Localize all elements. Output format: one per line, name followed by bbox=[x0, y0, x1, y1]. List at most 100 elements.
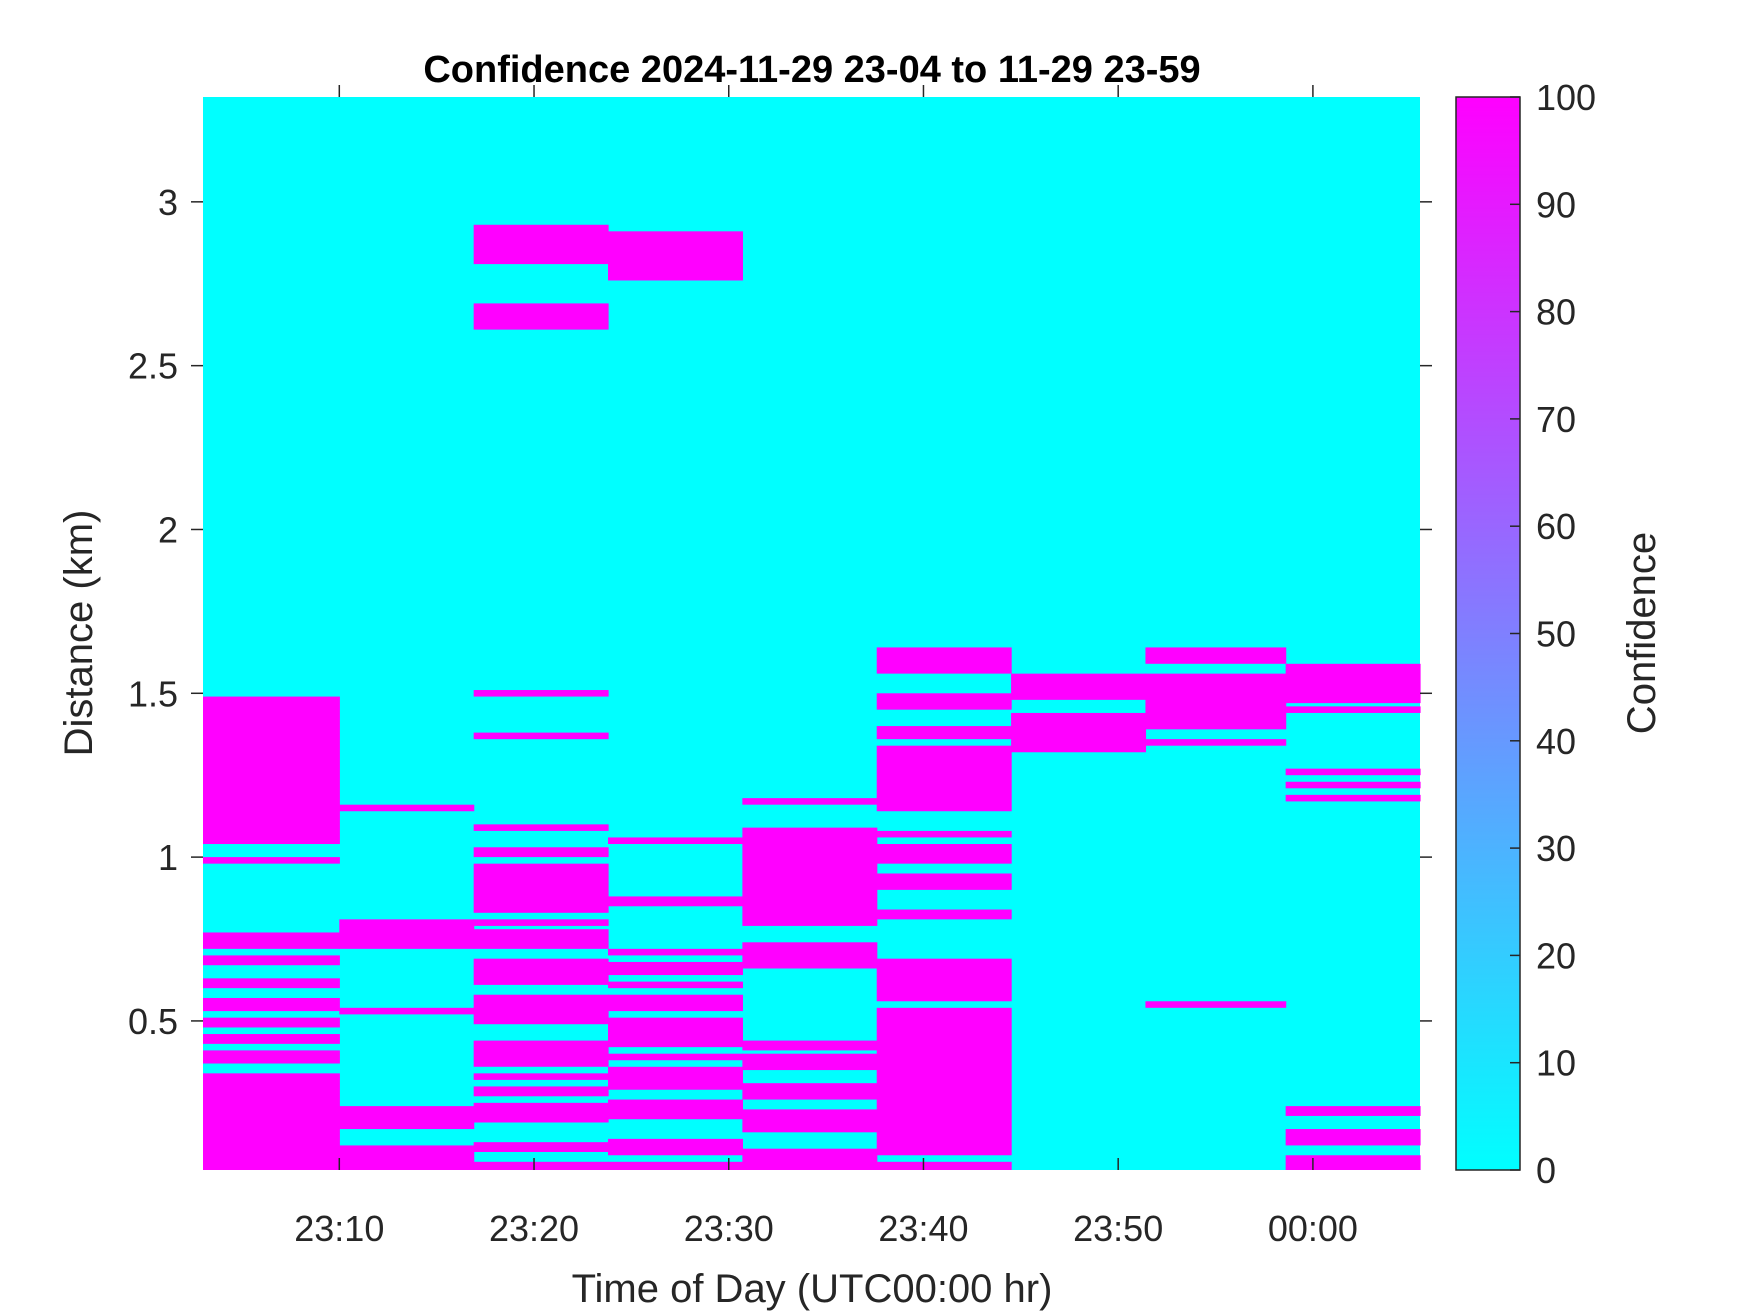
heatmap-cell-5-10 bbox=[876, 647, 1012, 674]
colorbar-ticks: 0 10 20 30 40 50 60 70 80 90 100 bbox=[1510, 77, 1596, 1191]
heatmap-cell-7-2 bbox=[1145, 673, 1287, 730]
heatmap-cell-2-2 bbox=[473, 1102, 609, 1123]
heatmap-cell-4-4 bbox=[742, 1040, 878, 1051]
heatmap-cell-2-15 bbox=[473, 303, 609, 330]
heatmap-cell-7-3 bbox=[1145, 647, 1287, 664]
heatmap-cell-5-5 bbox=[876, 844, 1012, 864]
colorbar-tick-label-0: 0 bbox=[1536, 1150, 1556, 1191]
heatmap-cell-5-7 bbox=[876, 745, 1012, 812]
heatmap-cell-0-9 bbox=[203, 696, 340, 845]
y-tick-label-4: 2.5 bbox=[128, 346, 178, 387]
x-tick-label-2: 23:30 bbox=[684, 1208, 774, 1249]
heatmap-cell-0-5 bbox=[203, 978, 340, 989]
colorbar-tick-label-10: 100 bbox=[1536, 77, 1596, 118]
y-axis-label: Distance (km) bbox=[57, 510, 101, 757]
y-tick-labels: 0.5 1 1.5 2 2.5 3 bbox=[128, 182, 178, 1042]
heatmap-cell-2-4 bbox=[473, 1073, 609, 1080]
colorbar-tick-label-3: 30 bbox=[1536, 828, 1576, 869]
heatmap-cell-3-11 bbox=[608, 837, 743, 844]
heatmap-cell-0-6 bbox=[203, 955, 340, 966]
heatmap-cell-3-4 bbox=[608, 1053, 743, 1061]
heatmap-cell-3-12 bbox=[608, 231, 743, 281]
x-tick-label-1: 23:20 bbox=[489, 1208, 579, 1249]
heatmap-cell-3-0 bbox=[608, 1161, 743, 1170]
heatmap-cell-5-9 bbox=[876, 693, 1012, 710]
heatmap-cell-3-8 bbox=[608, 961, 743, 976]
heatmap-cell-3-6 bbox=[608, 994, 743, 1012]
y-tick-label-5: 3 bbox=[158, 182, 178, 223]
heatmap-cell-2-13 bbox=[473, 732, 609, 740]
heatmap-cell-2-1 bbox=[473, 1142, 609, 1152]
heatmap-cell-5-3 bbox=[876, 909, 1012, 920]
axis-ticks bbox=[191, 85, 1432, 1170]
heatmap-cell-1-2 bbox=[339, 1007, 475, 1015]
y-tick-label-2: 1.5 bbox=[128, 673, 178, 714]
plot-area bbox=[191, 85, 1432, 1170]
colorbar-tick-label-2: 20 bbox=[1536, 935, 1576, 976]
heatmap-cell-2-3 bbox=[473, 1086, 609, 1097]
heatmap-cell-2-16 bbox=[473, 224, 609, 265]
heatmap-cell-4-3 bbox=[742, 1053, 878, 1071]
heatmap-cell-3-2 bbox=[608, 1099, 743, 1120]
heatmap-cell-2-0 bbox=[473, 1161, 609, 1170]
heatmap-cell-0-2 bbox=[203, 1034, 340, 1044]
x-tick-label-4: 23:50 bbox=[1073, 1208, 1163, 1249]
x-tick-labels: 23:10 23:20 23:30 23:40 23:50 00:00 bbox=[294, 1208, 1358, 1249]
colorbar-tick-label-5: 50 bbox=[1536, 614, 1576, 655]
heatmap-cell-4-5 bbox=[742, 942, 878, 969]
heatmap-cell-0-7 bbox=[203, 932, 340, 949]
heatmap-cell-5-8 bbox=[876, 726, 1012, 740]
heatmap-cell-2-7 bbox=[473, 958, 609, 985]
heatmap-cell-1-0 bbox=[339, 1145, 475, 1170]
heatmap-cell-8-7 bbox=[1285, 663, 1421, 704]
heatmap-cell-2-6 bbox=[473, 994, 609, 1025]
heatmap-cell-8-0 bbox=[1285, 1155, 1421, 1170]
heatmap-cell-7-0 bbox=[1145, 1001, 1287, 1008]
colorbar: 0 10 20 30 40 50 60 70 80 90 100 bbox=[1455, 77, 1596, 1191]
heatmap-cell-6-0 bbox=[1011, 712, 1147, 753]
heatmap-cell-5-2 bbox=[876, 958, 1012, 1002]
heatmap-cell-0-4 bbox=[203, 997, 340, 1012]
heatmap-cell-2-9 bbox=[473, 919, 609, 926]
heatmap-cell-5-1 bbox=[876, 1007, 1012, 1156]
colorbar-tick-label-8: 80 bbox=[1536, 292, 1576, 333]
heatmap-cell-3-10 bbox=[608, 896, 743, 907]
x-tick-label-0: 23:10 bbox=[294, 1208, 384, 1249]
plot-background bbox=[203, 97, 1420, 1170]
heatmap-cell-2-14 bbox=[473, 690, 609, 697]
y-tick-label-0: 0.5 bbox=[128, 1001, 178, 1042]
heatmap-cell-1-4 bbox=[339, 804, 475, 812]
heatmap-cell-1-3 bbox=[339, 919, 475, 949]
heatmap-cell-7-1 bbox=[1145, 739, 1287, 746]
heatmap-cell-0-8 bbox=[203, 857, 340, 864]
heatmap-cell-2-10 bbox=[473, 863, 609, 913]
heatmap-cells bbox=[203, 224, 1421, 1170]
heatmap-cell-1-1 bbox=[339, 1106, 475, 1130]
x-tick-label-5: 00:00 bbox=[1268, 1208, 1358, 1249]
heatmap-cell-8-6 bbox=[1285, 706, 1421, 713]
heatmap-cell-8-4 bbox=[1285, 781, 1421, 789]
heatmap-cell-0-0 bbox=[203, 1073, 340, 1170]
colorbar-gradient bbox=[1455, 96, 1521, 1171]
colorbar-tick-label-1: 10 bbox=[1536, 1043, 1576, 1084]
heatmap-cell-6-1 bbox=[1011, 673, 1147, 700]
heatmap-cell-2-8 bbox=[473, 929, 609, 949]
heatmap-cell-8-3 bbox=[1285, 794, 1421, 802]
heatmap-cell-4-6 bbox=[742, 827, 878, 926]
heatmap-cell-4-7 bbox=[742, 798, 878, 805]
heatmap-cell-2-5 bbox=[473, 1040, 609, 1067]
heatmap-cell-4-0 bbox=[742, 1148, 878, 1170]
heatmap-cell-5-4 bbox=[876, 873, 1012, 890]
chart-title: Confidence 2024-11-29 23-04 to 11-29 23-… bbox=[423, 49, 1200, 91]
heatmap-cell-8-2 bbox=[1285, 1106, 1421, 1116]
heatmap-cell-2-11 bbox=[473, 847, 609, 858]
colorbar-tick-label-4: 40 bbox=[1536, 721, 1576, 762]
heatmap-cell-4-1 bbox=[742, 1109, 878, 1133]
heatmap-cell-5-6 bbox=[876, 830, 1012, 838]
y-tick-label-3: 2 bbox=[158, 509, 178, 550]
heatmap-cell-3-1 bbox=[608, 1138, 743, 1156]
colorbar-tick-label-9: 90 bbox=[1536, 184, 1576, 225]
heatmap-cell-3-9 bbox=[608, 948, 743, 956]
heatmap-cell-8-5 bbox=[1285, 768, 1421, 776]
